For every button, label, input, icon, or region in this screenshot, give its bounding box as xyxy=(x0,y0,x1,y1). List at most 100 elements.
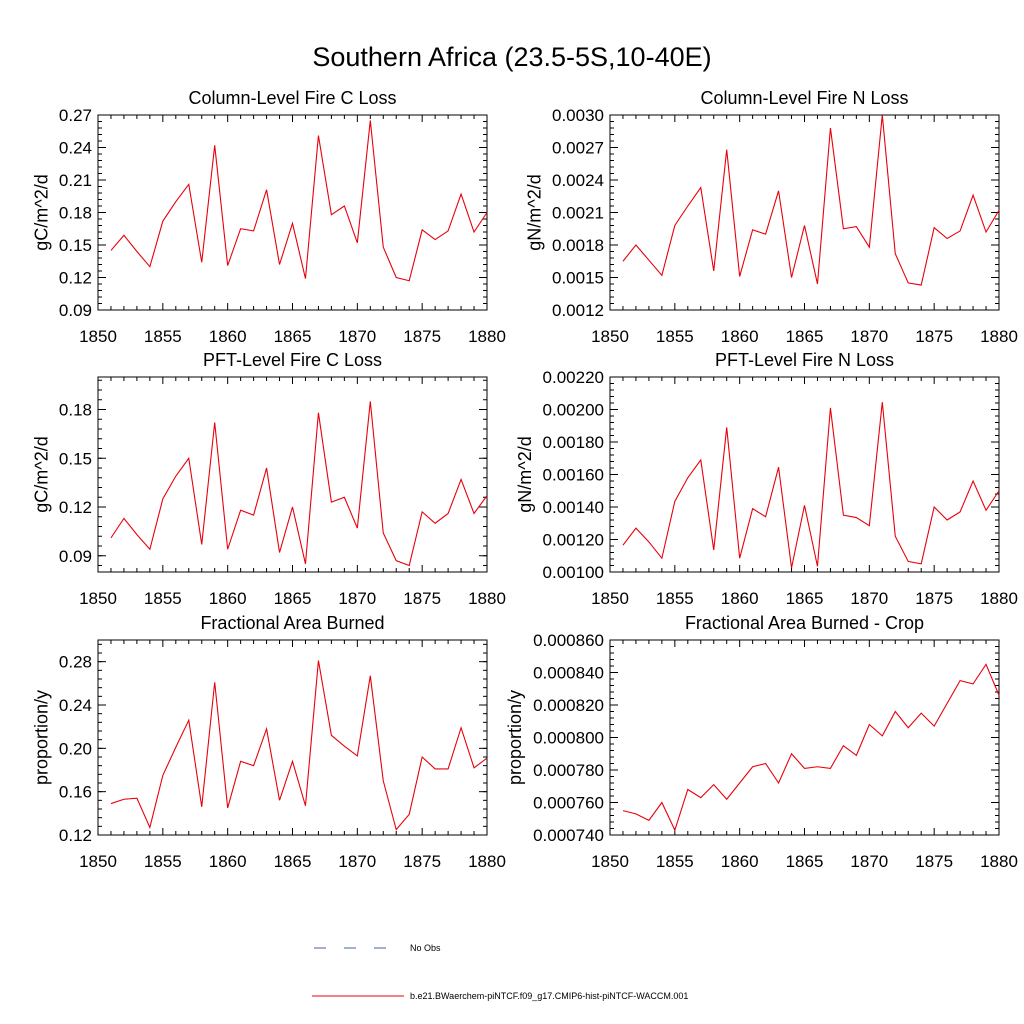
panel-2: Column-Level Fire N Loss 1850 1855 1860 1865… xyxy=(524,88,1018,346)
x-tick-label: 1880 xyxy=(468,327,506,346)
y-tick-label: 0.12 xyxy=(59,826,92,845)
x-tick-label: 1870 xyxy=(850,852,888,871)
y-tick-label: 0.00140 xyxy=(543,498,604,517)
y-axis-label: gN/m^2/d xyxy=(515,436,535,512)
y-axis-label: proportion/y xyxy=(505,690,525,785)
x-tick-label: 1855 xyxy=(656,852,694,871)
y-tick-label: 0.15 xyxy=(59,449,92,468)
y-tick-label: 0.00180 xyxy=(543,433,604,452)
x-tick-label: 1880 xyxy=(468,852,506,871)
y-tick-label: 0.000820 xyxy=(533,696,604,715)
legend: No Obs b.e21.BWaerchem-piNTCF.f09_g17.CM… xyxy=(312,943,688,1001)
panel-title: PFT-Level Fire N Loss xyxy=(715,350,894,370)
x-tick-label: 1865 xyxy=(786,327,824,346)
x-tick-label: 1865 xyxy=(786,852,824,871)
x-tick-label: 1870 xyxy=(338,327,376,346)
x-tick-label: 1860 xyxy=(209,852,247,871)
y-tick-label: 0.0030 xyxy=(552,106,604,125)
y-tick-label: 0.0021 xyxy=(552,204,604,223)
x-tick-label: 1850 xyxy=(591,327,629,346)
y-tick-label: 0.27 xyxy=(59,106,92,125)
x-tick-label: 1875 xyxy=(403,589,441,608)
plot-frame xyxy=(97,639,488,836)
panels: Column-Level Fire C Loss 1850 1855 1860 1865… xyxy=(32,88,1018,871)
x-tick-label: 1855 xyxy=(656,327,694,346)
panel-title: Column-Level Fire C Loss xyxy=(188,88,396,108)
y-tick-label: 0.12 xyxy=(59,269,92,288)
x-tick-label: 1850 xyxy=(591,852,629,871)
x-tick-label: 1870 xyxy=(850,589,888,608)
y-tick-label: 0.18 xyxy=(59,401,92,420)
x-tick-label: 1875 xyxy=(403,852,441,871)
series-line xyxy=(622,663,1000,832)
plot-frame xyxy=(97,114,488,311)
x-tick-label: 1860 xyxy=(721,589,759,608)
y-tick-label: 0.12 xyxy=(59,498,92,517)
x-tick-label: 1870 xyxy=(338,589,376,608)
x-tick-label: 1855 xyxy=(656,589,694,608)
panel-1: Column-Level Fire C Loss 1850 1855 1860 1865… xyxy=(32,88,506,346)
x-tick-label: 1865 xyxy=(786,589,824,608)
legend-obs-label: No Obs xyxy=(410,943,441,953)
series-points xyxy=(621,114,1000,287)
y-tick-label: 0.000740 xyxy=(533,826,604,845)
series-line xyxy=(622,114,1000,286)
panel-4: PFT-Level Fire N Loss 1850 1855 1860 1865 187… xyxy=(515,350,1018,608)
series-line xyxy=(110,401,488,567)
y-tick-label: 0.0027 xyxy=(552,139,604,158)
x-tick-label: 1875 xyxy=(915,327,953,346)
y-tick-label: 0.16 xyxy=(59,783,92,802)
y-tick-label: 0.0012 xyxy=(552,301,604,320)
plot-frame xyxy=(609,114,1000,311)
x-tick-label: 1865 xyxy=(274,852,312,871)
y-tick-label: 0.00200 xyxy=(543,401,604,420)
y-tick-label: 0.000760 xyxy=(533,794,604,813)
plot-frame xyxy=(609,639,1000,836)
x-tick-label: 1875 xyxy=(915,589,953,608)
panel-5: Fractional Area Burned 1850 1855 1860 1865 18… xyxy=(32,613,506,871)
x-tick-label: 1860 xyxy=(721,327,759,346)
x-tick-label: 1865 xyxy=(274,589,312,608)
series-points xyxy=(109,659,488,831)
y-tick-label: 0.24 xyxy=(59,696,92,715)
x-tick-label: 1875 xyxy=(403,327,441,346)
legend-model-label: b.e21.BWaerchem-piNTCF.f09_g17.CMIP6-his… xyxy=(410,991,688,1001)
y-tick-label: 0.0018 xyxy=(552,236,604,255)
y-axis-label: gC/m^2/d xyxy=(32,436,52,512)
y-tick-label: 0.00100 xyxy=(543,563,604,582)
y-axis-label: gN/m^2/d xyxy=(524,174,544,250)
panel-title: Column-Level Fire N Loss xyxy=(700,88,908,108)
plot-frame xyxy=(609,376,1000,573)
y-axis-label: gC/m^2/d xyxy=(32,174,52,250)
series-line xyxy=(110,660,488,831)
panel-title: Fractional Area Burned - Crop xyxy=(685,613,924,633)
y-tick-label: 0.09 xyxy=(59,301,92,320)
panel-6: Fractional Area Burned - Crop 1850 1855 186… xyxy=(505,613,1018,871)
x-tick-label: 1870 xyxy=(850,327,888,346)
x-tick-label: 1855 xyxy=(144,852,182,871)
y-tick-label: 0.0015 xyxy=(552,269,604,288)
x-tick-label: 1850 xyxy=(591,589,629,608)
plot-frame xyxy=(97,376,488,573)
y-tick-label: 0.000800 xyxy=(533,729,604,748)
y-tick-label: 0.00220 xyxy=(543,368,604,387)
y-tick-label: 0.00160 xyxy=(543,466,604,485)
y-tick-label: 0.21 xyxy=(59,171,92,190)
y-axis-label: proportion/y xyxy=(32,690,52,785)
y-tick-label: 0.000840 xyxy=(533,664,604,683)
series-points xyxy=(109,400,488,567)
x-tick-label: 1880 xyxy=(468,589,506,608)
x-tick-label: 1855 xyxy=(144,327,182,346)
series-points xyxy=(621,401,1000,570)
x-tick-label: 1850 xyxy=(79,589,117,608)
series-line xyxy=(110,120,488,282)
panel-title: Fractional Area Burned xyxy=(200,613,384,633)
x-tick-label: 1875 xyxy=(915,852,953,871)
y-tick-label: 0.00120 xyxy=(543,531,604,550)
x-tick-label: 1860 xyxy=(209,589,247,608)
x-tick-label: 1865 xyxy=(274,327,312,346)
x-tick-label: 1860 xyxy=(721,852,759,871)
x-tick-label: 1850 xyxy=(79,327,117,346)
y-tick-label: 0.24 xyxy=(59,139,92,158)
